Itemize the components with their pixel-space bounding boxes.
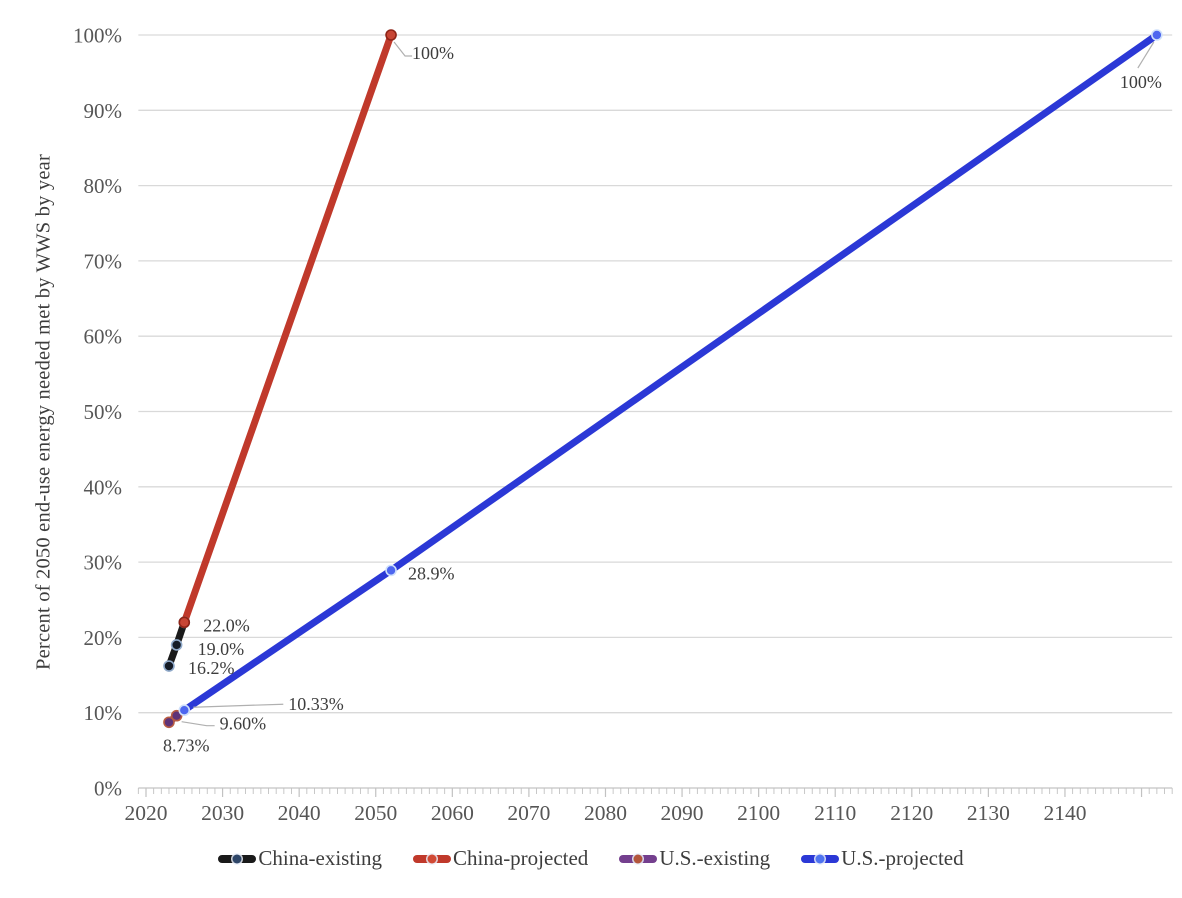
data-point-U.S.-projected: [178, 704, 191, 717]
annotation-label: 19.0%: [198, 639, 245, 659]
legend-label: China-existing: [258, 846, 383, 870]
y-axis-title: Percent of 2050 end-use energy needed me…: [32, 154, 55, 670]
x-tick-label: 2110: [814, 801, 856, 825]
data-point-China-existing: [170, 639, 183, 651]
annotation-label: 100%: [412, 43, 454, 63]
legend-line-marker-icon: [801, 854, 840, 863]
annotation-label: 16.2%: [188, 658, 235, 678]
y-tick-label: 70%: [84, 249, 123, 273]
y-tick-label: 80%: [84, 174, 123, 198]
data-point-China-projected: [178, 616, 191, 629]
annotation-label: 8.73%: [163, 735, 210, 755]
legend-label: China-projected: [453, 846, 589, 870]
legend-item-U.S.-existing: U.S.-existing: [619, 846, 770, 871]
data-point-U.S.-projected: [1151, 29, 1163, 41]
annotation-label: 9.60%: [220, 714, 267, 734]
x-tick-label: 2020: [125, 801, 168, 825]
annotation-label: 28.9%: [408, 563, 455, 583]
legend-item-U.S.-projected: U.S.-projected: [801, 846, 964, 871]
data-point-China-projected: [385, 29, 397, 41]
annotation-leader-line: [1137, 41, 1155, 69]
annotation-leader-line: [193, 703, 284, 708]
x-tick-label: 2060: [431, 801, 474, 825]
x-tick-label: 2100: [737, 801, 780, 825]
y-tick-label: 30%: [84, 551, 123, 575]
y-tick-label: 90%: [84, 99, 123, 123]
x-tick-label: 2080: [584, 801, 627, 825]
data-point-U.S.-existing: [163, 716, 175, 729]
x-tick-label: 2140: [1043, 801, 1086, 825]
legend-dot-icon: [427, 854, 437, 863]
x-tick-label: 2130: [967, 801, 1010, 825]
y-tick-label: 10%: [84, 701, 123, 725]
x-tick-label: 2090: [661, 801, 704, 825]
y-tick-label: 20%: [84, 626, 123, 650]
x-tick-label: 2040: [278, 801, 321, 825]
x-tick-label: 2050: [354, 801, 397, 825]
legend-dot-icon: [815, 854, 825, 863]
legend-dot-icon: [232, 854, 242, 863]
x-tick-label: 2120: [890, 801, 933, 825]
annotation-label: 22.0%: [203, 615, 250, 635]
legend-label: U.S.-projected: [841, 846, 964, 870]
legend-item-China-existing: China-existing: [218, 846, 382, 871]
y-tick-label: 50%: [84, 400, 123, 424]
x-tick-label: 2070: [507, 801, 550, 825]
legend-line-marker-icon: [619, 854, 658, 863]
chart-legend: China-existing China-projected U.S.-existi…: [0, 846, 1182, 871]
data-point-China-existing: [163, 660, 175, 672]
legend-label: U.S.-existing: [659, 846, 771, 870]
series-line-China-projected: [180, 31, 395, 626]
annotation-leader-line: [181, 721, 215, 727]
x-tick-label: 2030: [201, 801, 244, 825]
annotation-label: 10.33%: [288, 694, 344, 714]
legend-dot-icon: [633, 854, 643, 863]
legend-line-marker-icon: [413, 854, 452, 863]
annotation-leader-line: [393, 41, 413, 57]
annotation-label: 100%: [1120, 72, 1162, 92]
y-tick-label: 60%: [84, 325, 123, 349]
data-point-U.S.-existing: [170, 709, 183, 722]
y-tick-label: 0%: [94, 777, 122, 801]
legend-item-China-projected: China-projected: [413, 846, 588, 871]
series-line-U.S.-projected: [180, 31, 1161, 714]
data-point-U.S.-projected: [385, 564, 397, 577]
y-tick-label: 100%: [73, 24, 122, 48]
y-tick-label: 40%: [84, 475, 123, 499]
legend-line-marker-icon: [218, 854, 257, 863]
